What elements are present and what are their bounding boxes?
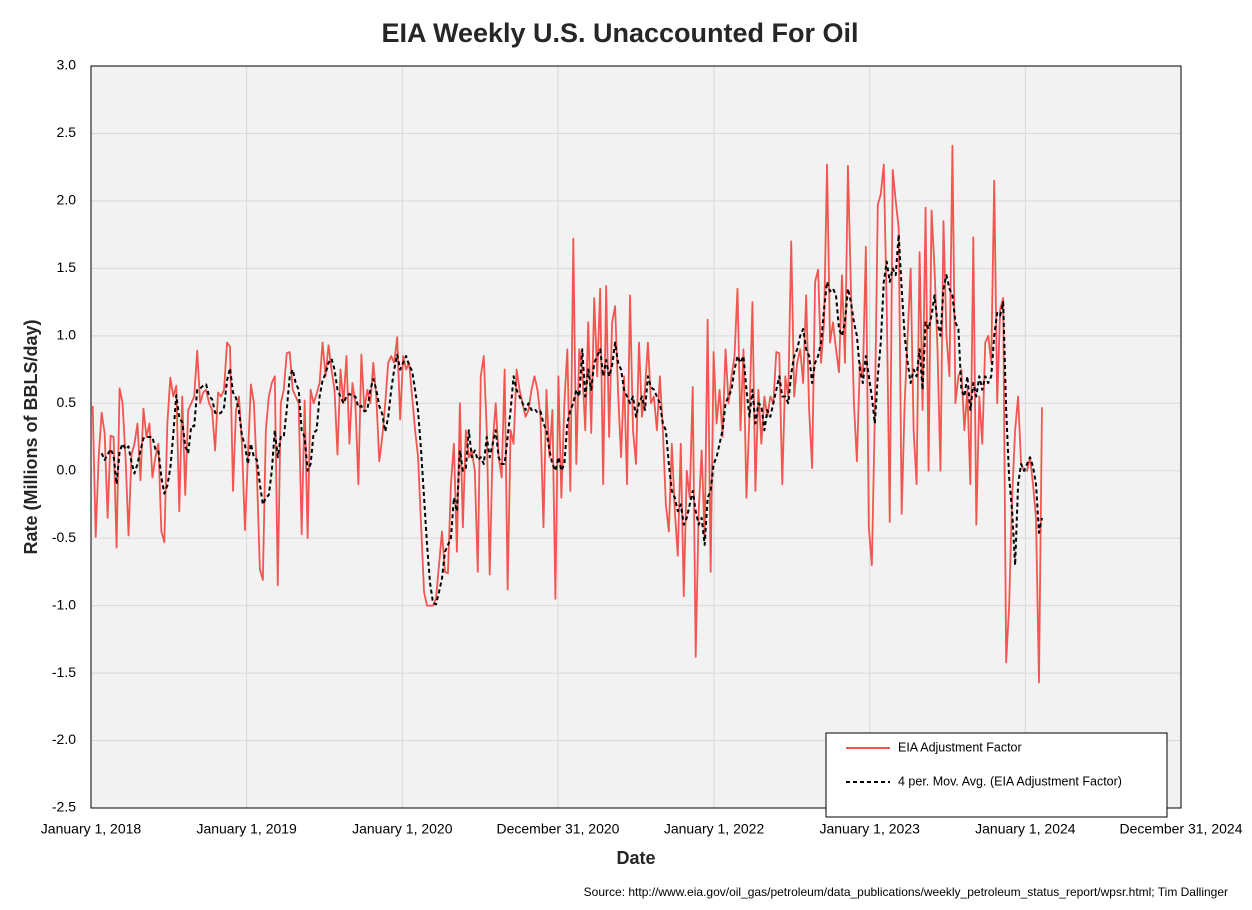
legend-label: 4 per. Mov. Avg. (EIA Adjustment Factor)	[898, 774, 1122, 788]
y-tick-label: -2.0	[52, 731, 76, 747]
y-tick-label: 3.0	[57, 57, 77, 73]
moving-average-line	[100, 233, 1043, 606]
y-tick-label: 2.5	[57, 124, 77, 140]
y-tick-label: 0.0	[57, 461, 77, 477]
plot-border	[90, 65, 1182, 809]
legend-label: EIA Adjustment Factor	[898, 740, 1022, 754]
y-tick-label: -2.5	[52, 799, 76, 815]
y-tick-label: 2.0	[57, 192, 77, 208]
chart-title: EIA Weekly U.S. Unaccounted For Oil	[381, 18, 858, 48]
y-tick-label: -1.0	[52, 596, 76, 612]
y-tick-label: 0.5	[57, 394, 77, 410]
x-tick-label: January 1, 2024	[975, 821, 1076, 837]
y-axis-title: Rate (Millions of BBLS/day)	[21, 319, 41, 554]
x-tick-label: December 31, 2020	[496, 821, 619, 837]
legend: EIA Adjustment Factor 4 per. Mov. Avg. (E…	[825, 732, 1168, 818]
x-tick-label: January 1, 2023	[819, 821, 920, 837]
x-tick-label: December 31, 2024	[1120, 821, 1243, 837]
x-axis-title: Date	[616, 848, 655, 868]
y-tick-label: 1.5	[57, 259, 77, 275]
data-line	[91, 144, 1043, 684]
x-tick-label: January 1, 2019	[196, 821, 297, 837]
y-tick-label: 1.0	[57, 327, 77, 343]
y-tick-label: -0.5	[52, 529, 76, 545]
lines	[91, 144, 1043, 684]
x-tick-label: January 1, 2022	[664, 821, 765, 837]
y-tick-label: -1.5	[52, 664, 76, 680]
source-note: Source: http://www.eia.gov/oil_gas/petro…	[584, 885, 1228, 899]
x-tick-label: January 1, 2018	[41, 821, 142, 837]
x-tick-label: January 1, 2020	[352, 821, 453, 837]
